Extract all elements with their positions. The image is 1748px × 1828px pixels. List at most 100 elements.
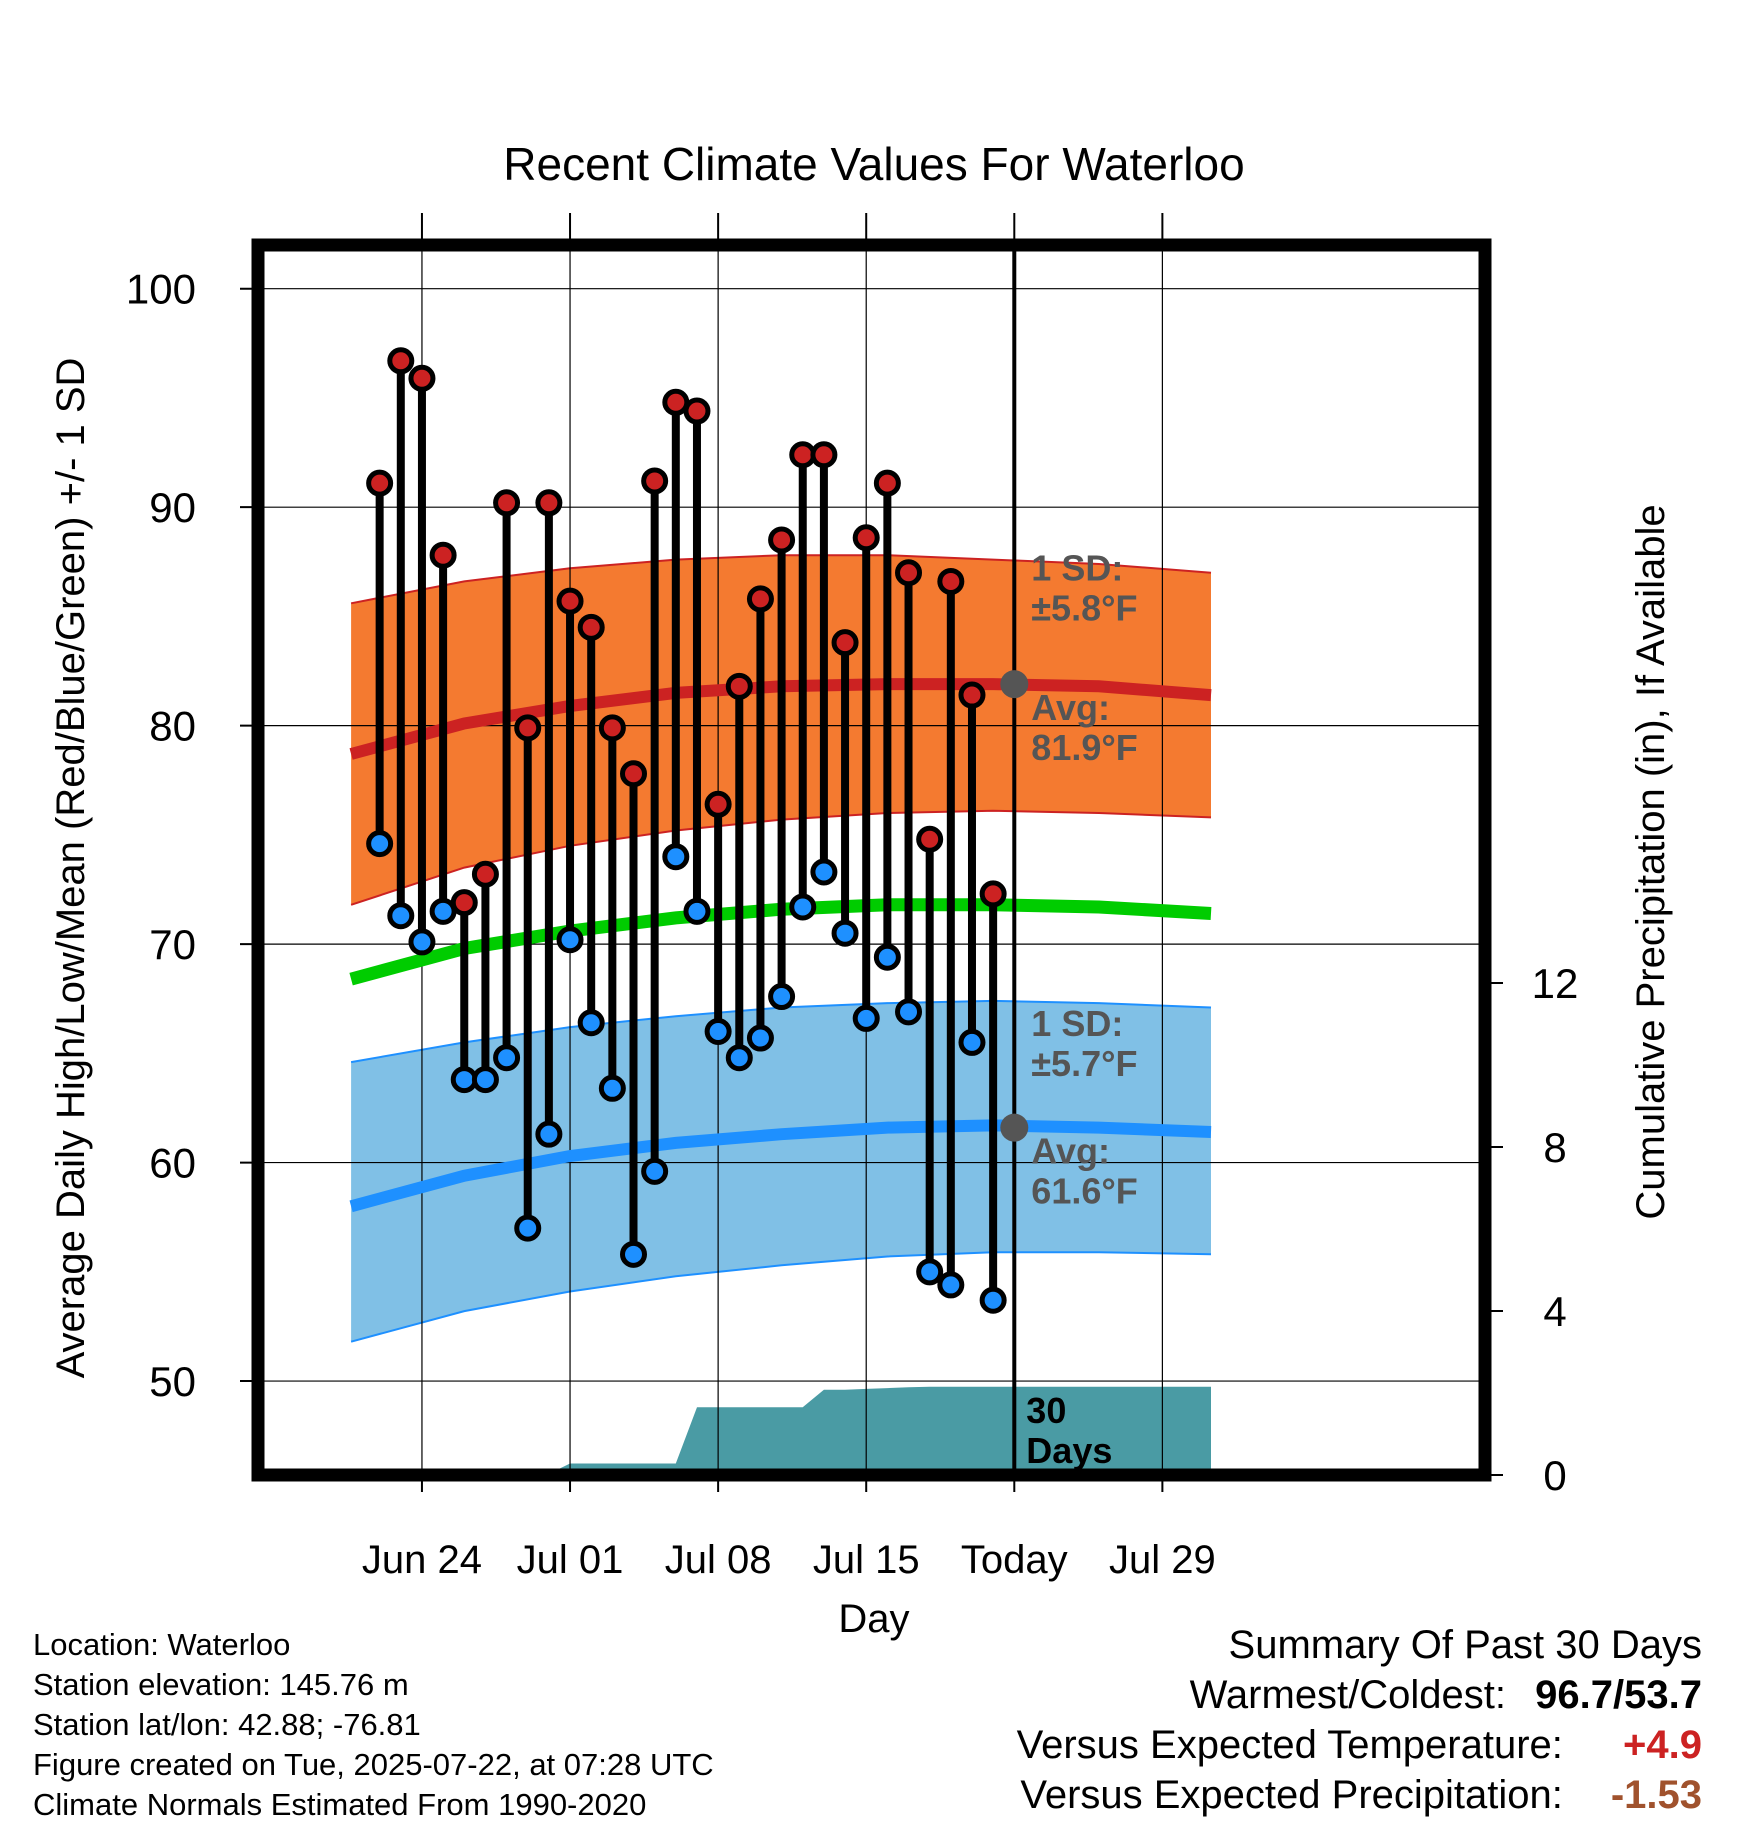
location-text: Location: Waterloo — [33, 1627, 291, 1662]
y-tick-label: 60 — [149, 1140, 196, 1187]
daily-low-point — [662, 843, 690, 871]
x-tick-label: Jul 29 — [1109, 1538, 1216, 1582]
coldest-value: 53.7 — [1624, 1673, 1702, 1717]
daily-high-point — [979, 880, 1007, 908]
y-tick-label: 90 — [149, 484, 196, 531]
daily-high-point — [493, 489, 521, 517]
daily-high-point — [916, 825, 944, 853]
daily-low-point — [768, 983, 796, 1011]
station-info: Location: Waterloo Station elevation: 14… — [33, 1625, 714, 1825]
temperature-anomaly-label: Versus Expected Temperature: — [1016, 1723, 1563, 1767]
low-avg-value: 61.6°F — [1031, 1171, 1137, 1212]
low-average-marker — [1000, 1113, 1029, 1142]
low-avg-title: Avg: — [1031, 1131, 1110, 1172]
daily-high-point — [429, 541, 457, 569]
y-tick-label: 80 — [149, 703, 196, 750]
daily-low-point — [704, 1018, 732, 1046]
daily-low-point — [408, 928, 436, 956]
x-tick-label: Today — [961, 1538, 1068, 1582]
high-average-marker — [1000, 670, 1029, 699]
daily-high-point — [556, 587, 584, 615]
daily-low-point — [895, 998, 923, 1026]
daily-high-point — [535, 489, 563, 517]
latlon-text: Station lat/lon: 42.88; -76.81 — [33, 1707, 421, 1742]
low-band-lower-edge — [350, 1251, 1212, 1343]
daily-high-point — [768, 526, 796, 554]
high-sd-value: ±5.8°F — [1031, 587, 1137, 628]
cumulative-precipitation-area — [558, 1386, 1211, 1469]
y2-tick-label: 0 — [1543, 1452, 1566, 1499]
low-sd-value: ±5.7°F — [1031, 1043, 1137, 1084]
window-label: Days — [1026, 1430, 1112, 1471]
x-axis-label: Day — [838, 1597, 909, 1641]
daily-low-point — [577, 1009, 605, 1037]
daily-low-point — [831, 919, 859, 947]
x-tick-label: Jul 08 — [665, 1538, 772, 1582]
daily-low-point — [620, 1240, 648, 1268]
daily-low-point — [641, 1157, 669, 1185]
summary-title: Summary Of Past 30 Days — [1228, 1623, 1702, 1667]
daily-low-point — [598, 1074, 626, 1102]
daily-low-point — [683, 897, 711, 925]
daily-low-point — [725, 1044, 753, 1072]
y-tick-label: 70 — [149, 921, 196, 968]
plot-inner — [264, 251, 1479, 1469]
x-tick-label: Jul 15 — [813, 1538, 920, 1582]
y2-tick-label: 12 — [1532, 960, 1579, 1007]
daily-high-point — [598, 714, 626, 742]
daily-high-point — [641, 467, 669, 495]
y2-tick-label: 4 — [1543, 1288, 1566, 1335]
daily-high-point — [937, 567, 965, 595]
daily-low-point — [916, 1258, 944, 1286]
daily-low-point — [746, 1024, 774, 1052]
warmest-coldest-row: Warmest/Coldest: 96.7/53.7 — [1017, 1670, 1702, 1720]
daily-low-point — [514, 1214, 542, 1242]
elevation-text: Station elevation: 145.76 m — [33, 1667, 409, 1702]
daily-high-point — [873, 469, 901, 497]
y-tick-label: 50 — [149, 1358, 196, 1405]
warmest-coldest-value: 96.7/53.7 — [1535, 1670, 1702, 1720]
y2-axis-label: Cumulative Precipitation (in), If Availa… — [1629, 504, 1673, 1219]
normals-text: Climate Normals Estimated From 1990-2020 — [33, 1787, 647, 1822]
created-text: Figure created on Tue, 2025-07-22, at 07… — [33, 1747, 714, 1782]
daily-low-point — [556, 926, 584, 954]
daily-low-point — [366, 830, 394, 858]
daily-high-point — [471, 860, 499, 888]
precipitation-anomaly-label: Versus Expected Precipitation: — [1020, 1773, 1563, 1817]
normal-low-line — [349, 1119, 1212, 1213]
chart-title: Recent Climate Values For Waterloo — [503, 138, 1244, 190]
x-tick-label: Jul 01 — [517, 1538, 624, 1582]
warmest-coldest-label: Warmest/Coldest: — [1189, 1673, 1507, 1717]
daily-low-point — [471, 1066, 499, 1094]
low-sd-title: 1 SD: — [1031, 1003, 1123, 1044]
precipitation-anomaly-value: -1.53 — [1610, 1773, 1702, 1817]
summary-panel: Summary Of Past 30 Days Warmest/Coldest:… — [1017, 1620, 1702, 1820]
daily-high-point — [810, 441, 838, 469]
daily-high-point — [366, 469, 394, 497]
daily-high-point — [725, 672, 753, 700]
daily-low-point — [810, 858, 838, 886]
temperature-anomaly-row: Versus Expected Temperature: +4.9 — [1017, 1720, 1702, 1770]
y2-tick-label: 8 — [1543, 1124, 1566, 1171]
daily-high-point — [852, 524, 880, 552]
daily-high-point — [683, 397, 711, 425]
high-avg-value: 81.9°F — [1031, 727, 1137, 768]
daily-high-point — [408, 364, 436, 392]
x-tick-label: Jun 24 — [362, 1538, 482, 1582]
precipitation-anomaly-row: Versus Expected Precipitation: -1.53 — [1017, 1770, 1702, 1820]
daily-low-point — [979, 1286, 1007, 1314]
daily-high-point — [387, 347, 415, 375]
daily-low-point — [958, 1028, 986, 1056]
daily-high-point — [746, 585, 774, 613]
y-tick-label: 100 — [126, 266, 196, 313]
daily-high-point — [450, 889, 478, 917]
daily-low-point — [852, 1004, 880, 1032]
daily-low-point — [493, 1044, 521, 1072]
daily-high-point — [514, 714, 542, 742]
y-axis-label: Average Daily High/Low/Mean (Red/Blue/Gr… — [49, 358, 93, 1379]
plot-frame — [251, 238, 1492, 1482]
daily-low-point — [387, 902, 415, 930]
daily-high-point — [577, 613, 605, 641]
